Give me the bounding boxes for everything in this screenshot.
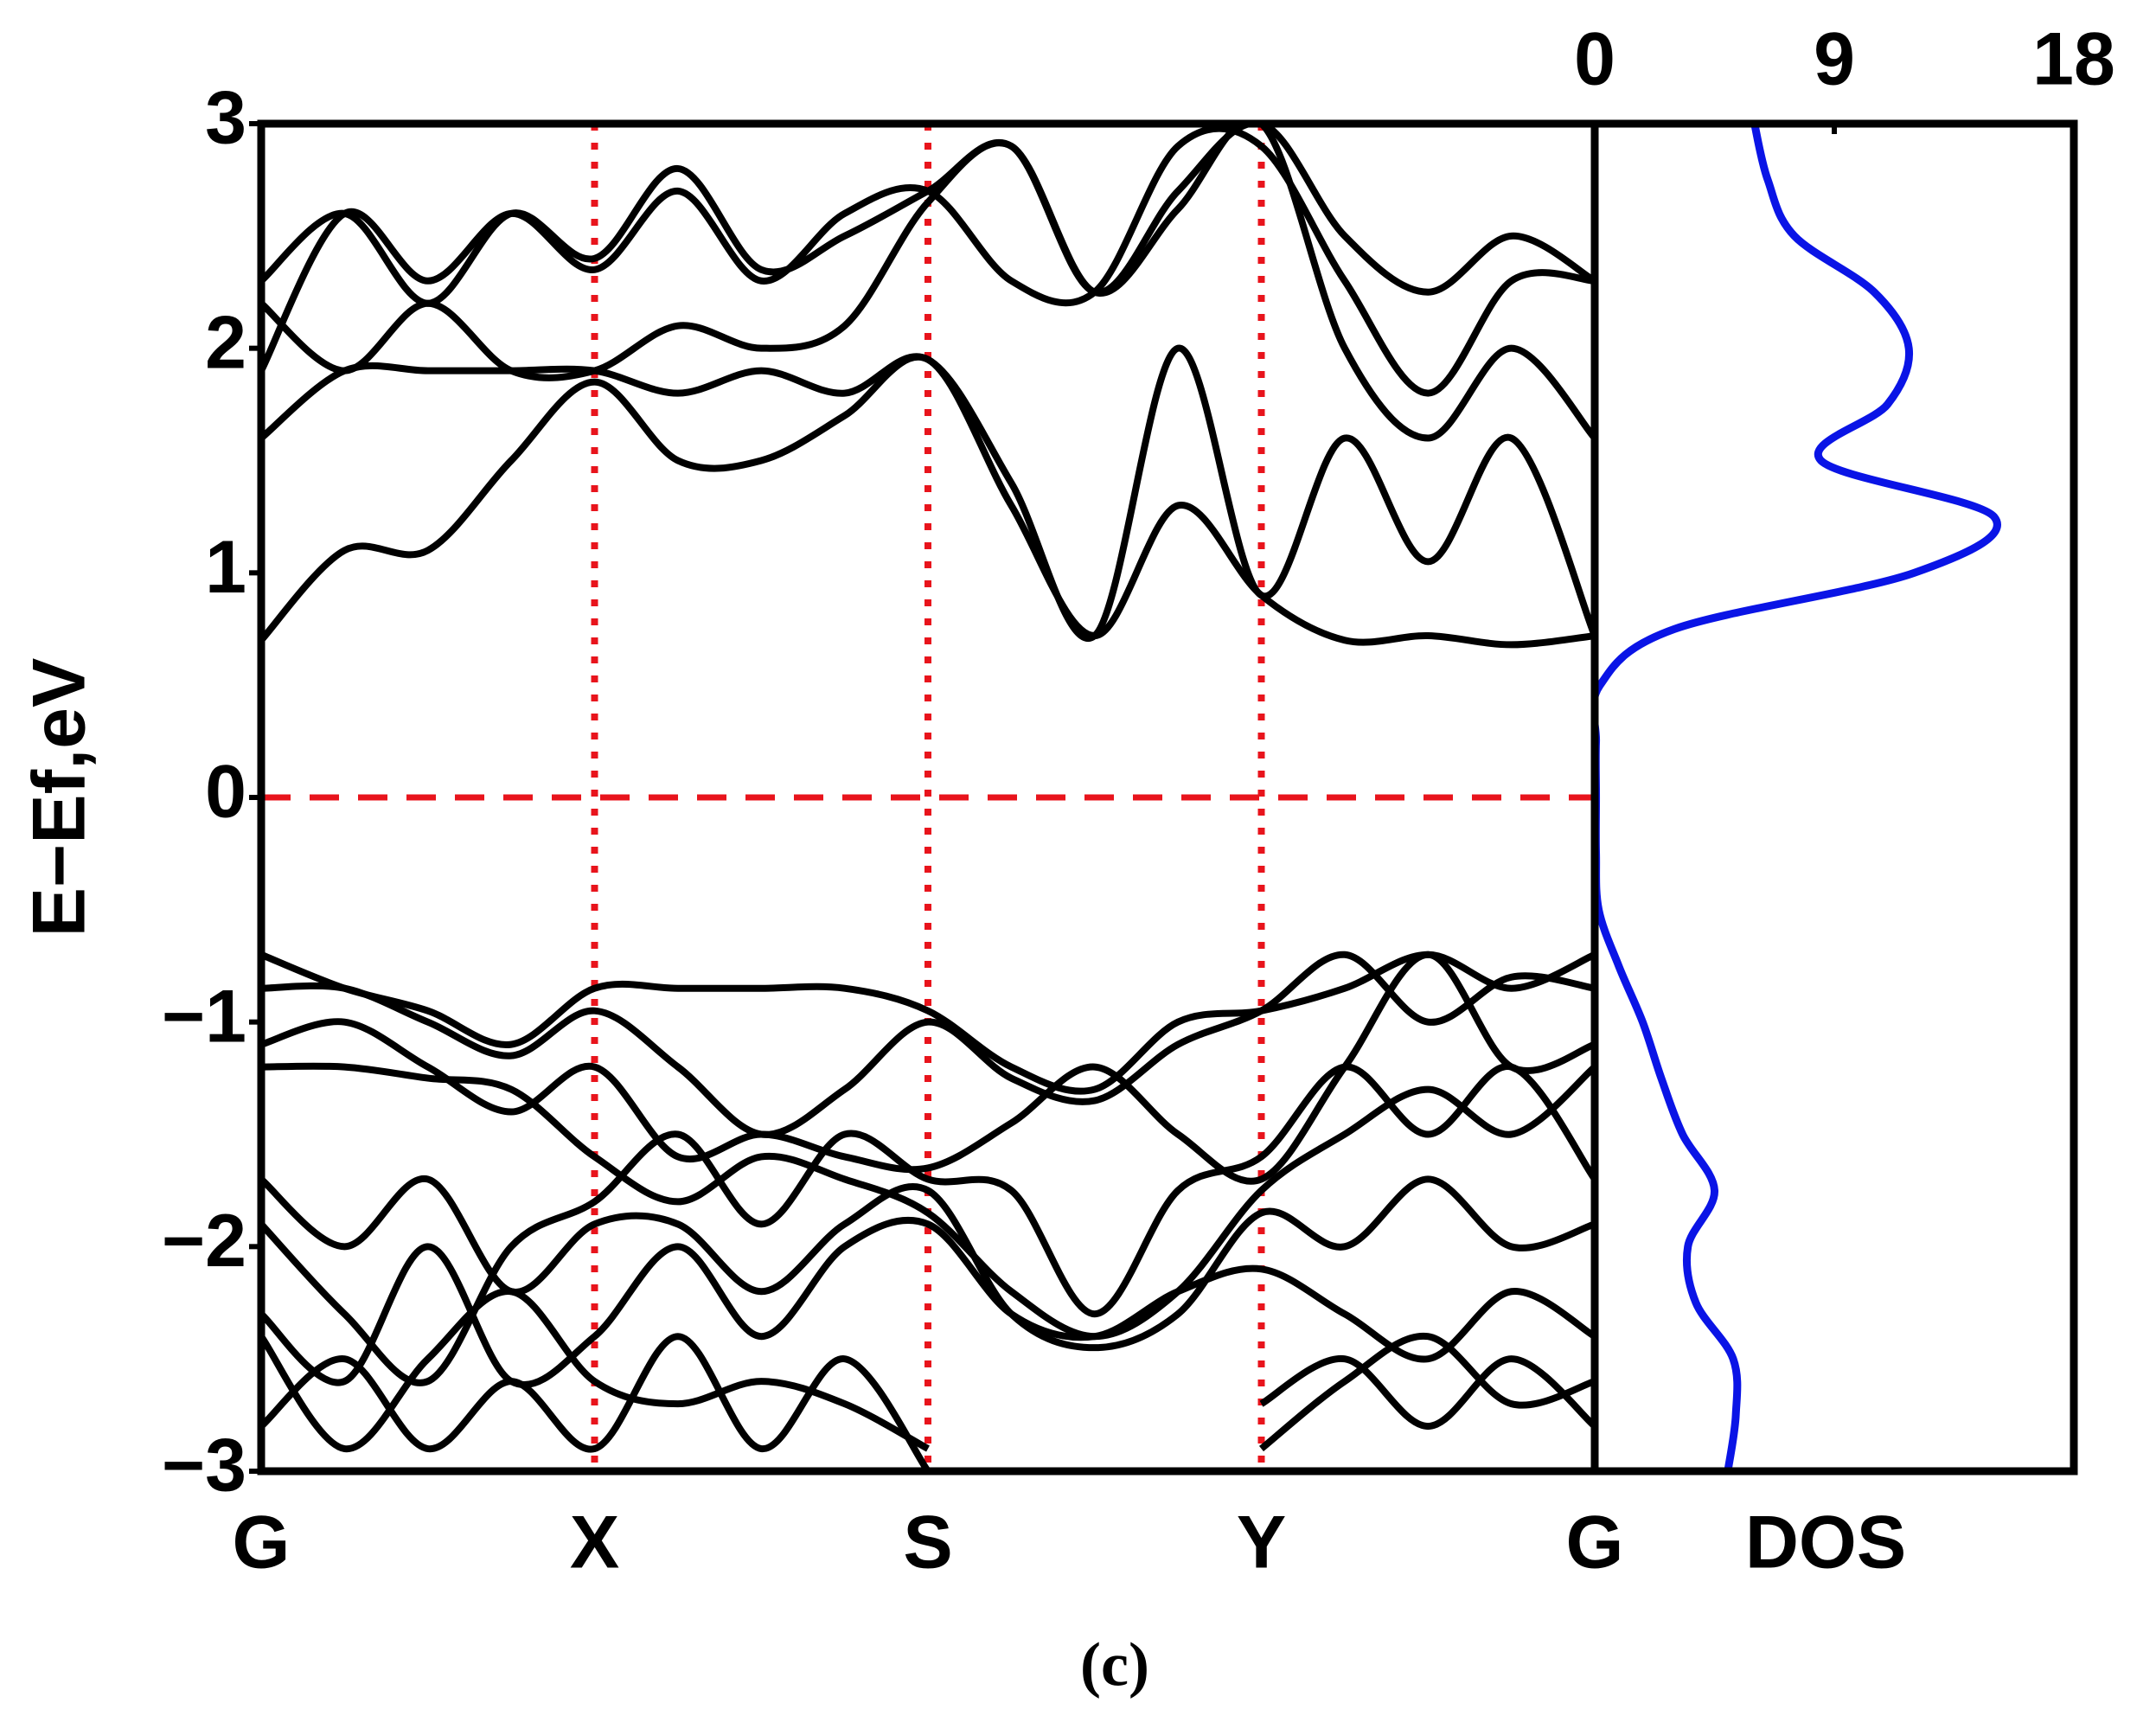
x-tick-label: X — [570, 1501, 619, 1584]
x-tick-label: G — [233, 1501, 291, 1584]
band-line — [261, 124, 1595, 442]
caption: (c) — [1080, 1630, 1149, 1700]
band-line — [261, 344, 1595, 642]
x-tick-label: G — [1566, 1501, 1624, 1584]
band-line — [261, 1063, 1595, 1386]
y-tick-label: 0 — [205, 751, 246, 834]
y-tick-label: −1 — [162, 975, 246, 1058]
plot-area — [261, 124, 1595, 1471]
band-line — [261, 951, 1595, 1185]
y-tick-label: 2 — [205, 301, 246, 384]
x-tick-label: 18 — [2032, 18, 2115, 101]
x-tick-label: 0 — [1574, 18, 1615, 101]
band-line — [261, 951, 1595, 1138]
dos-line — [1595, 124, 2001, 1471]
plot-frame — [1590, 119, 2078, 1476]
band-line — [261, 1062, 1595, 1341]
x-tick-label: Y — [1237, 1501, 1286, 1584]
y-tick-label: −3 — [162, 1424, 246, 1508]
band-line — [261, 1175, 1595, 1352]
x-tick-label: 9 — [1814, 18, 1855, 101]
x-axis-label: DOS — [1745, 1501, 1906, 1584]
band-line — [261, 1332, 1595, 1471]
y-tick-label: 1 — [205, 526, 246, 609]
y-tick-label: 3 — [205, 77, 246, 160]
band-line — [261, 1216, 1595, 1389]
plot-area — [1595, 124, 2001, 1471]
y-tick-label: −2 — [162, 1200, 246, 1283]
y-axis-label: E−Ef,eV — [18, 658, 101, 938]
x-tick-label: S — [903, 1501, 952, 1584]
band-line — [261, 124, 1595, 307]
